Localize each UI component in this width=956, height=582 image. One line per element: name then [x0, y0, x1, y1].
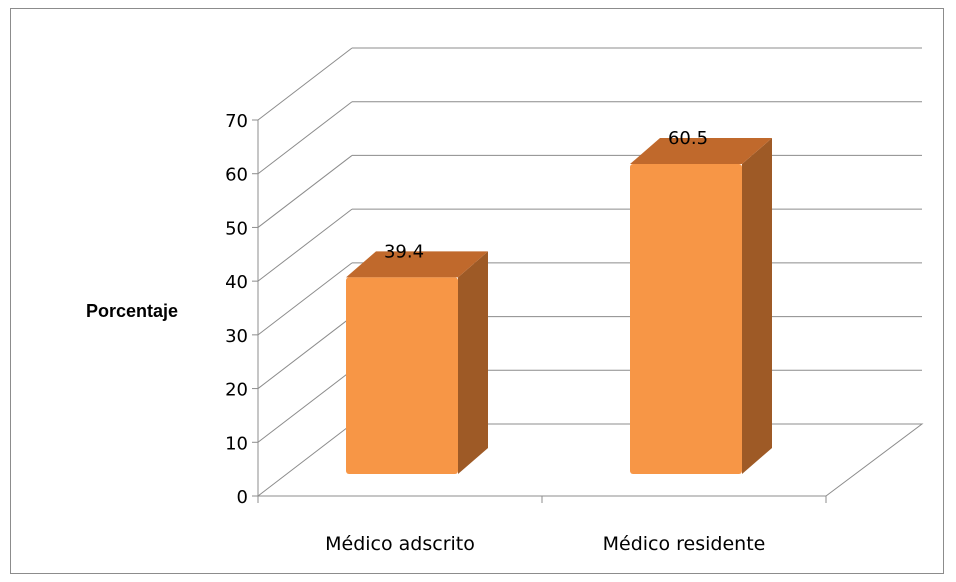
bar: 39.4 — [346, 241, 488, 474]
bar-side — [742, 138, 772, 474]
chart-frame — [10, 8, 944, 574]
y-tick-label: 60 — [225, 165, 248, 186]
bar-side — [458, 251, 488, 474]
y-tick-label: 20 — [225, 380, 248, 401]
bar-top — [346, 251, 488, 278]
y-tick-label: 0 — [237, 487, 248, 508]
y-tick-label: 50 — [225, 218, 248, 239]
gridline-side — [257, 47, 353, 121]
y-tick-labels: 0 10 20 30 40 50 60 70 — [225, 111, 248, 508]
y-tick-label: 40 — [225, 272, 248, 293]
axes — [252, 119, 827, 503]
bar-front — [346, 277, 458, 474]
y-tick-label: 10 — [225, 433, 248, 454]
data-label: 60.5 — [668, 128, 708, 149]
gridline-side — [257, 369, 353, 443]
y-tick-label: 30 — [225, 326, 248, 347]
gridline-side — [257, 155, 353, 228]
gridline-side — [257, 316, 353, 389]
x-category-label: Médico residente — [603, 533, 766, 555]
x-category-label: Médico adscrito — [325, 533, 475, 555]
x-category-labels: Médico adscrito Médico residente — [325, 533, 765, 555]
bars: 39.4 60.5 — [346, 128, 772, 474]
y-tick-label: 70 — [225, 111, 248, 132]
gridline-side — [257, 262, 353, 336]
bar-front — [630, 164, 742, 474]
bar: 60.5 — [630, 128, 772, 474]
gridline-side — [257, 208, 353, 282]
data-label: 39.4 — [384, 241, 424, 262]
gridline-side — [257, 101, 353, 175]
y-axis-label: Porcentaje — [86, 301, 178, 321]
bar-top — [630, 138, 772, 165]
